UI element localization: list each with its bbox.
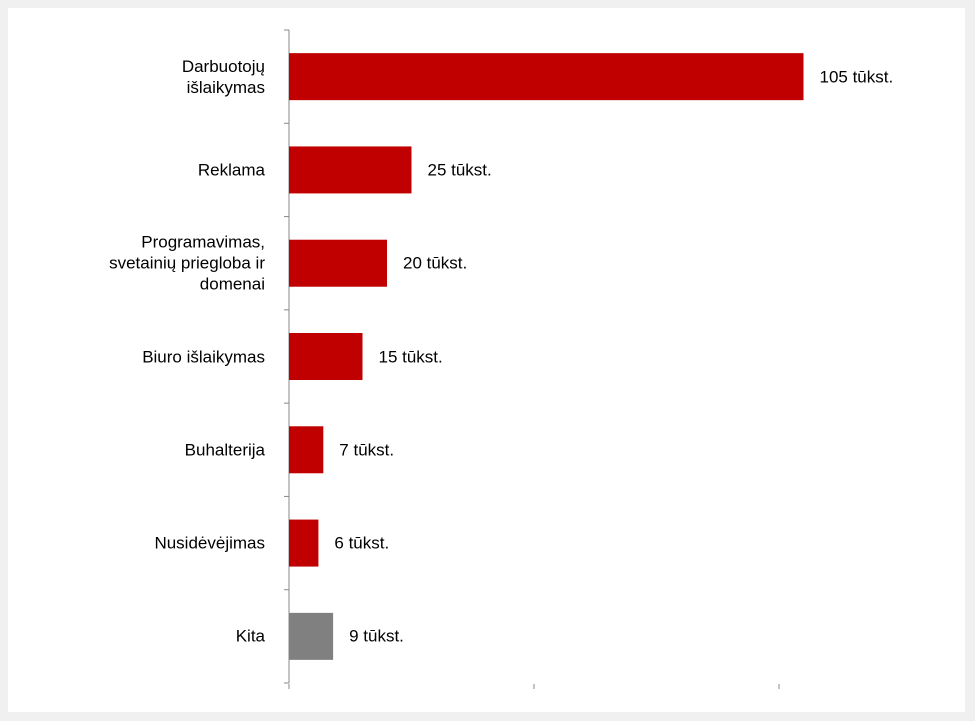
value-label: 25 tūkst. [427,160,492,180]
value-label: 105 tūkst. [819,67,894,87]
bar [289,519,319,567]
value-label: 15 tūkst. [378,347,443,366]
bar [289,426,324,474]
y-tick-label: Biuro išlaikymas [142,347,265,366]
value-label: 9 tūkst. [349,626,404,646]
y-tick-label: Reklama [197,160,265,180]
y-tick-label: Programavimas, svetainių priegloba ir do… [109,232,265,294]
bar [289,239,387,287]
y-tick-label: Buhalterija [184,440,265,460]
value-label: 20 tūkst. [403,253,468,273]
bar [289,53,804,101]
y-tick-label: Nusidėvėjimas [154,533,265,553]
y-tick-label: Darbuotojų išlaikymas [181,56,265,97]
y-tick-label: Kita [235,626,265,646]
bar [289,146,412,194]
bar [289,333,363,380]
panel [8,8,965,712]
value-label: 7 tūkst. [339,440,395,460]
bar [289,612,334,660]
value-label: 6 tūkst. [334,533,390,553]
